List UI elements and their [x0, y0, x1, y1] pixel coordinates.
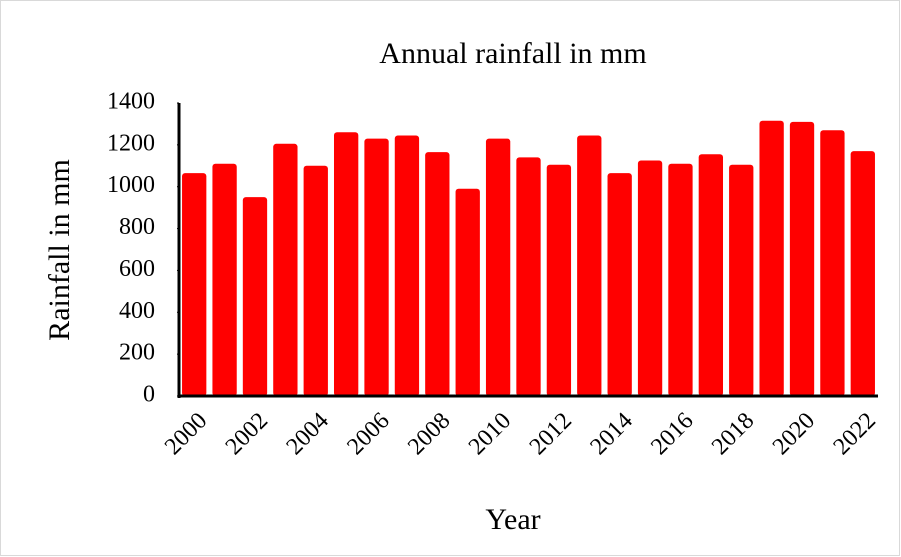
y-tick-label: 1200 [107, 130, 155, 156]
y-tick-label: 200 [119, 340, 155, 366]
bar [637, 160, 663, 396]
bar [242, 197, 268, 396]
y-tick-label: 600 [119, 256, 155, 282]
bar [455, 188, 480, 396]
bar [212, 163, 237, 396]
y-tick-label: 1400 [107, 89, 155, 115]
bar [485, 138, 511, 397]
bar [364, 138, 389, 397]
y-axis-label: Rainfall in mm [43, 159, 76, 341]
bar [577, 135, 602, 397]
bar [729, 164, 754, 396]
bar [394, 135, 420, 397]
bar [850, 151, 875, 396]
bar [546, 164, 572, 396]
bar [698, 154, 724, 396]
bar [789, 121, 815, 396]
bar [759, 120, 784, 397]
y-tick-label: 1000 [107, 172, 155, 198]
bar [820, 130, 845, 396]
bar [425, 152, 450, 396]
bar [668, 163, 693, 396]
bar [516, 157, 541, 396]
bar [273, 143, 298, 396]
y-tick-label: 400 [119, 298, 155, 324]
bar [182, 173, 207, 396]
chart-title: Annual rainfall in mm [379, 37, 646, 70]
x-axis-label: Year [485, 503, 540, 536]
bar [333, 132, 359, 397]
bar [607, 173, 632, 396]
y-tick-label: 800 [119, 214, 155, 240]
y-tick-label: 0 [143, 382, 155, 408]
bar [303, 165, 328, 396]
